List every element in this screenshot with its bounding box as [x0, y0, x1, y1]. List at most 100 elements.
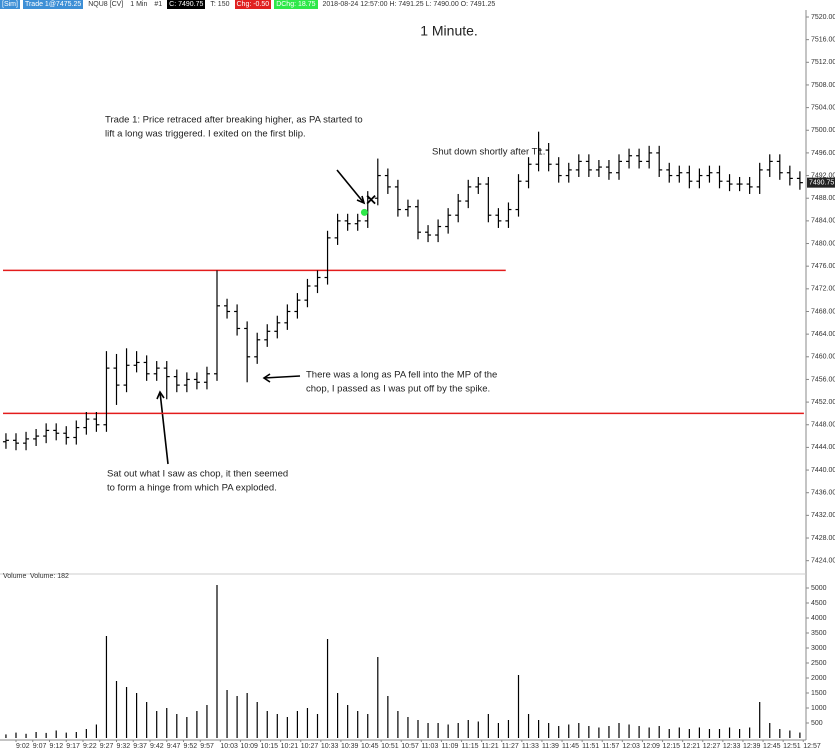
volume-y-tick-label: 4000 — [811, 615, 827, 622]
x-tick-label: 10:09 — [240, 743, 258, 750]
arrow-head — [356, 195, 366, 205]
y-tick-label: 7432.00 — [811, 512, 835, 519]
x-tick-label: 10:33 — [321, 743, 339, 750]
volume-y-tick-label: 3500 — [811, 630, 827, 637]
y-tick-label: 7468.00 — [811, 308, 835, 315]
x-tick-label: 12:39 — [743, 743, 761, 750]
x-tick-label: 9:57 — [200, 743, 214, 750]
volume-y-tick-label: 5000 — [811, 585, 827, 592]
x-tick-label: 9:27 — [100, 743, 114, 750]
x-tick-label: 11:09 — [441, 743, 458, 750]
annotation: Sat out what I saw as chop, it then seem… — [107, 469, 288, 480]
header-seg: C: 7490.75 — [167, 0, 206, 9]
volume-y-tick-label: 2000 — [811, 675, 827, 682]
x-tick-label: 11:39 — [542, 743, 559, 750]
x-tick-label: 12:09 — [642, 743, 660, 750]
y-tick-label: 7476.00 — [811, 263, 835, 270]
y-tick-label: 7456.00 — [811, 376, 835, 383]
y-tick-label: 7496.00 — [811, 150, 835, 157]
volume-title: Volume — [3, 573, 26, 580]
header-seg: [Sim] — [0, 0, 20, 9]
x-tick-label: 9:37 — [133, 743, 147, 750]
arrows — [156, 169, 366, 465]
x-tick-label: 11:03 — [421, 743, 438, 750]
volume-label: Volume: 182 — [30, 573, 69, 580]
y-tick-label: 7480.00 — [811, 240, 835, 247]
header-seg: 2018-08-24 12:57:00 H: 7491.25 L: 7490.0… — [322, 1, 496, 8]
x-tick-label: 9:12 — [50, 743, 64, 750]
x-tick-label: 11:57 — [602, 743, 619, 750]
annotation: Shut down shortly after T1. — [432, 147, 545, 158]
x-tick-label: 12:57 — [803, 743, 821, 750]
y-tick-label: 7424.00 — [811, 558, 835, 565]
y-tick-label: 7516.00 — [811, 36, 835, 43]
x-tick-label: 12:15 — [663, 743, 681, 750]
arrow — [336, 169, 365, 204]
x-tick-label: 12:51 — [783, 743, 801, 750]
last-price-box — [807, 177, 835, 188]
x-tick-label: 11:27 — [502, 743, 519, 750]
header-seg: Trade 1@7475.25 — [22, 0, 84, 9]
annotation: chop, I passed as I was put off by the s… — [306, 384, 490, 395]
y-tick-label: 7508.00 — [811, 82, 835, 89]
arrow — [263, 375, 301, 379]
x-tick-label: 12:45 — [763, 743, 781, 750]
y-tick-label: 7472.00 — [811, 286, 835, 293]
exit-marker — [366, 194, 376, 205]
y-tick-label: 7452.00 — [811, 399, 835, 406]
y-tick-label: 7440.00 — [811, 467, 835, 474]
y-tick-label: 7500.00 — [811, 127, 835, 134]
x-tick-label: 9:52 — [184, 743, 198, 750]
volume-y-tick-label: 3000 — [811, 645, 827, 652]
volume-y-tick-label: 2500 — [811, 660, 827, 667]
x-tick-label: 9:17 — [66, 743, 80, 750]
header-seg: #1 — [154, 1, 163, 8]
header-seg: Chg: -0.50 — [234, 0, 272, 9]
arrow — [159, 391, 169, 465]
x-tick-label: 10:21 — [281, 743, 299, 750]
y-tick-label: 7492.00 — [811, 172, 835, 179]
y-tick-label: 7436.00 — [811, 490, 835, 497]
annotation: to form a hinge from which PA exploded. — [107, 483, 277, 494]
volume-y-tick-label: 500 — [811, 720, 823, 727]
x-tick-label: 10:15 — [261, 743, 279, 750]
x-tick-label: 9:07 — [33, 743, 47, 750]
y-tick-label: 7504.00 — [811, 104, 835, 111]
y-tick-label: 7444.00 — [811, 444, 835, 451]
header-seg: T: 150 — [210, 1, 230, 8]
y-tick-label: 7520.00 — [811, 14, 835, 21]
x-tick-label: 11:33 — [522, 743, 539, 750]
annotation: Trade 1: Price retraced after breaking h… — [105, 115, 363, 126]
header: [Sim] Trade 1@7475.25 NQU8 [CV] 1 Min #1… — [0, 0, 497, 9]
x-tick-label: 11:15 — [462, 743, 479, 750]
chart-title: 1 Minute. — [420, 23, 478, 39]
x-tick-label: 9:22 — [83, 743, 97, 750]
x-tick-label: 9:42 — [150, 743, 164, 750]
x-tick-label: 11:51 — [582, 743, 599, 750]
x-tick-label: 11:21 — [482, 743, 499, 750]
y-tick-label: 7428.00 — [811, 535, 835, 542]
y-tick-label: 7460.00 — [811, 354, 835, 361]
x-tick-label: 10:57 — [401, 743, 419, 750]
header-seg: 1 Min — [130, 1, 148, 8]
y-tick-label: 7484.00 — [811, 218, 835, 225]
y-tick-label: 7512.00 — [811, 59, 835, 66]
x-tick-label: 10:39 — [341, 743, 359, 750]
x-tick-label: 10:45 — [361, 743, 379, 750]
y-tick-label: 7464.00 — [811, 331, 835, 338]
x-tick-label: 9:32 — [117, 743, 131, 750]
x-tick-label: 9:47 — [167, 743, 181, 750]
x-tick-label: 11:45 — [562, 743, 579, 750]
x-tick-label: 12:03 — [622, 743, 640, 750]
annotation: There was a long as PA fell into the MP … — [306, 370, 497, 381]
annotation: lift a long was triggered. I exited on t… — [105, 129, 306, 140]
volume-y-tick-label: 1000 — [811, 705, 827, 712]
y-tick-label: 7488.00 — [811, 195, 835, 202]
x-tick-label: 10:03 — [220, 743, 238, 750]
arrow-head — [262, 373, 271, 383]
x-tick-label: 10:51 — [381, 743, 399, 750]
x-tick-label: 12:27 — [703, 743, 721, 750]
volume-y-tick-label: 1500 — [811, 690, 827, 697]
